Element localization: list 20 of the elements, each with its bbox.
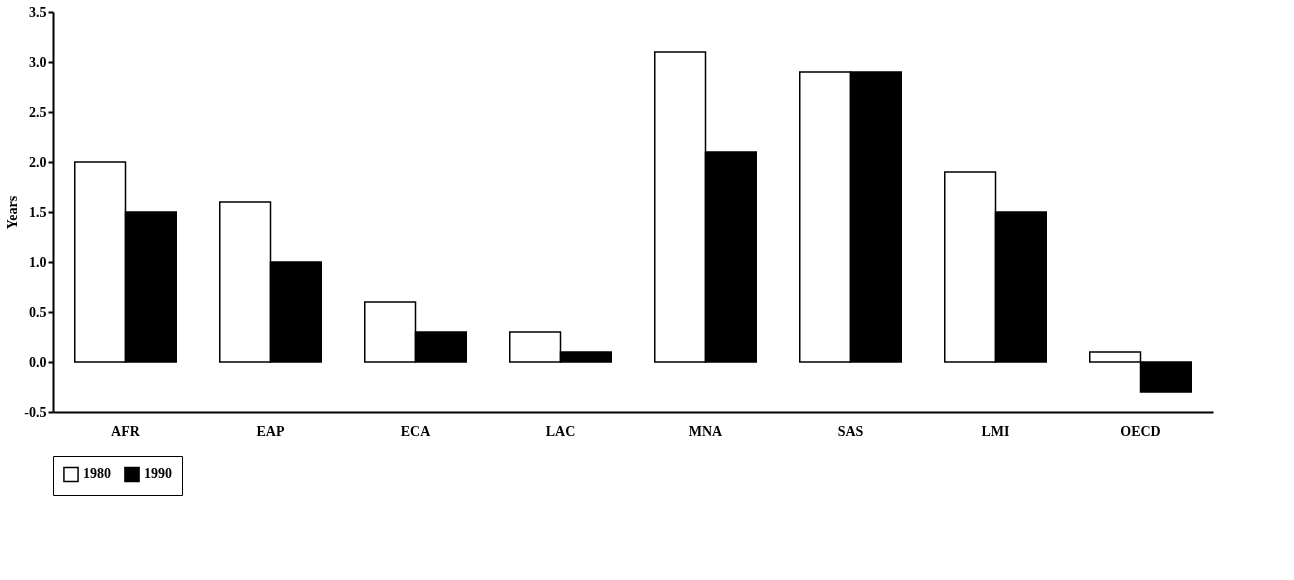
y-tick-label: -0.5 [24,404,47,420]
y-tick-label: 3.5 [29,4,47,20]
legend-label: 1980 [83,466,111,482]
x-tick-label: EAP [256,423,285,439]
y-tick-label: 1.5 [29,204,47,220]
y-tick-label: 0.0 [29,354,47,370]
y-tick-label: 2.0 [29,154,47,170]
y-tick-label: 2.5 [29,104,47,120]
y-tick-label: 3.0 [29,54,47,70]
x-tick-label: AFR [111,423,141,439]
x-tick-label: ECA [400,423,432,439]
x-tick-label: LAC [545,423,576,439]
x-tick-label: SAS [837,423,864,439]
y-axis-title: Years [5,195,21,230]
x-tick-label: MNA [688,423,724,439]
y-tick-label: 0.5 [29,304,47,320]
x-tick-label: OECD [1120,423,1161,439]
y-tick-label: 1.0 [29,254,47,270]
legend-label: 1990 [144,466,172,482]
x-tick-label: LMI [981,423,1010,439]
